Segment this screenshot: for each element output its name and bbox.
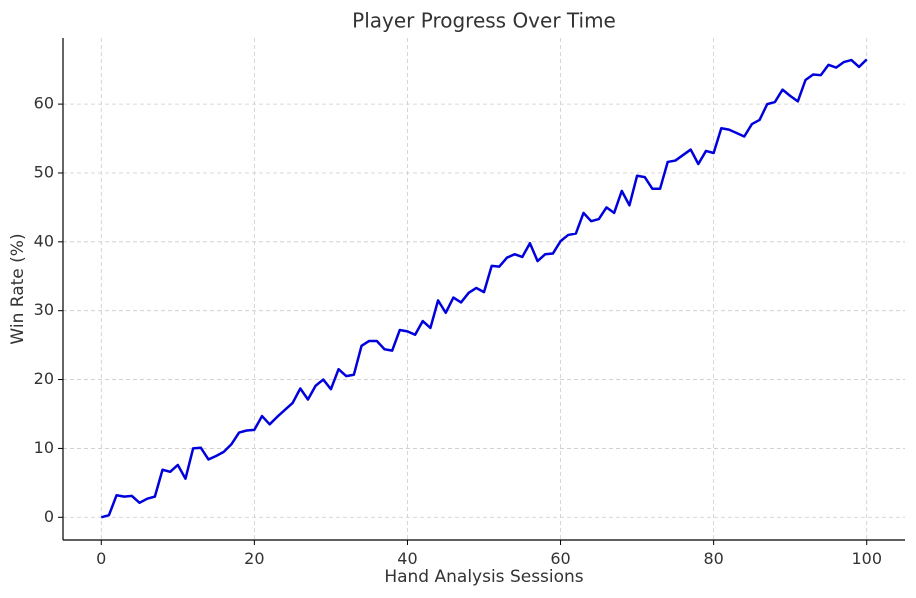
x-axis-label: Hand Analysis Sessions [384,567,583,587]
x-tick-label: 20 [244,549,264,568]
x-tick-label: 40 [397,549,417,568]
y-tick-label: 30 [34,300,54,319]
x-tick-label: 100 [851,549,882,568]
chart-title: Player Progress Over Time [352,9,616,33]
y-tick-label: 10 [34,438,54,457]
y-axis-label: Win Rate (%) [8,233,28,344]
y-tick-label: 40 [34,231,54,250]
data-line [100,58,868,519]
x-tick-label: 60 [550,549,570,568]
y-tick-label: 50 [34,162,54,181]
y-tick-label: 20 [34,369,54,388]
y-tick-label: 60 [34,94,54,113]
x-tick-label: 0 [96,549,106,568]
y-tick-label: 0 [44,507,54,526]
x-tick-label: 80 [703,549,723,568]
